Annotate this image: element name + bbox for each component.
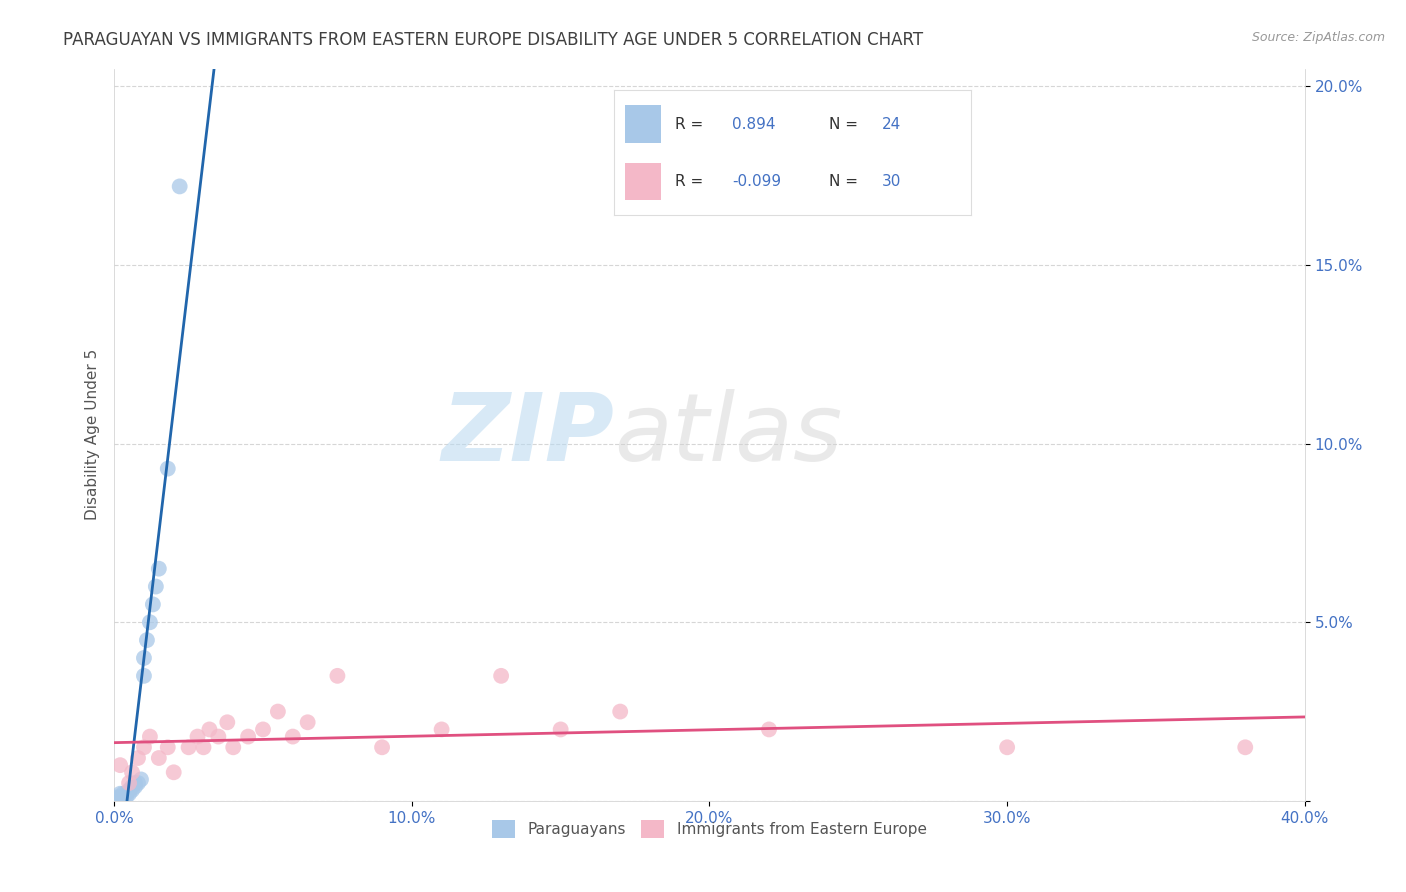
Point — [124, 776, 146, 790]
Point — [139, 615, 162, 630]
Point — [222, 740, 245, 755]
Point — [108, 758, 131, 772]
Point — [132, 669, 155, 683]
Point — [193, 740, 215, 755]
Point — [108, 787, 131, 801]
Point — [758, 723, 780, 737]
Point — [169, 179, 191, 194]
Point — [281, 730, 304, 744]
Point — [132, 651, 155, 665]
Text: atlas: atlas — [614, 389, 842, 480]
Point — [198, 723, 221, 737]
Text: Source: ZipAtlas.com: Source: ZipAtlas.com — [1251, 31, 1385, 45]
Text: ZIP: ZIP — [441, 389, 614, 481]
Point — [186, 730, 208, 744]
Point — [142, 598, 165, 612]
Point — [267, 705, 290, 719]
Point — [112, 787, 135, 801]
Point — [132, 740, 155, 755]
Point — [163, 765, 186, 780]
Point — [297, 715, 319, 730]
Point — [489, 669, 512, 683]
Point — [252, 723, 274, 737]
Point — [136, 633, 159, 648]
Point — [371, 740, 394, 755]
Point — [177, 740, 200, 755]
Point — [995, 740, 1018, 755]
Point — [115, 790, 138, 805]
Point — [105, 790, 128, 805]
Point — [236, 730, 259, 744]
Text: PARAGUAYAN VS IMMIGRANTS FROM EASTERN EUROPE DISABILITY AGE UNDER 5 CORRELATION : PARAGUAYAN VS IMMIGRANTS FROM EASTERN EU… — [63, 31, 924, 49]
Point — [118, 783, 141, 797]
Point — [121, 780, 143, 794]
Point — [118, 776, 141, 790]
Point — [217, 715, 239, 730]
Y-axis label: Disability Age Under 5: Disability Age Under 5 — [86, 349, 100, 520]
Point — [609, 705, 631, 719]
Point — [108, 790, 131, 805]
Point — [127, 776, 149, 790]
Point — [124, 780, 146, 794]
Point — [115, 787, 138, 801]
Point — [129, 772, 152, 787]
Point — [121, 765, 143, 780]
Point — [156, 740, 179, 755]
Point — [139, 730, 162, 744]
Point — [550, 723, 572, 737]
Point — [112, 790, 135, 805]
Point — [1234, 740, 1257, 755]
Point — [430, 723, 453, 737]
Point — [118, 787, 141, 801]
Point — [207, 730, 229, 744]
Point — [121, 783, 143, 797]
Point — [145, 580, 167, 594]
Legend: Paraguayans, Immigrants from Eastern Europe: Paraguayans, Immigrants from Eastern Eur… — [486, 814, 932, 845]
Point — [148, 562, 170, 576]
Point — [127, 751, 149, 765]
Point — [156, 461, 179, 475]
Point — [326, 669, 349, 683]
Point — [148, 751, 170, 765]
